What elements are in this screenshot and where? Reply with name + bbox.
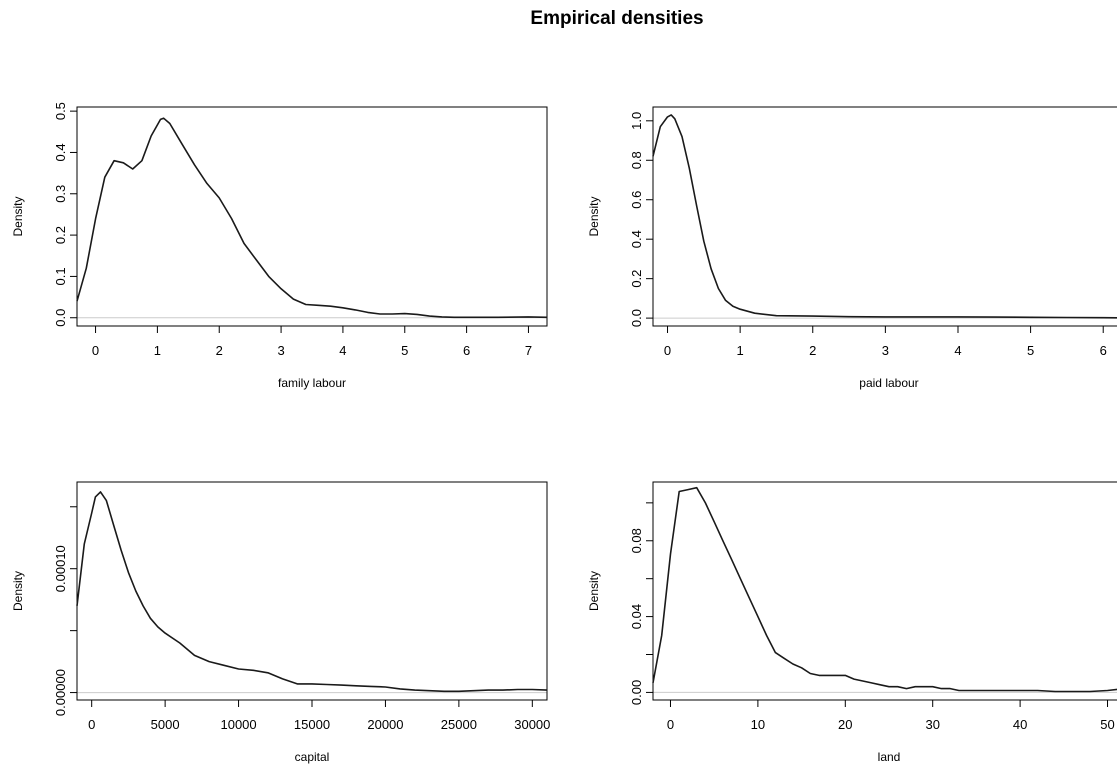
y-tick-label: 0.00 xyxy=(629,680,644,705)
x-tick-label: 50 xyxy=(1100,717,1114,732)
y-tick-label: 0.08 xyxy=(629,528,644,553)
x-tick-label: 20000 xyxy=(367,717,403,732)
y-tick-label: 0.4 xyxy=(53,143,68,161)
plot-frame xyxy=(76,481,548,701)
y-tick-label: 0.2 xyxy=(629,270,644,288)
x-tick-label: 30 xyxy=(925,717,939,732)
x-tick-label: 0 xyxy=(92,343,99,358)
x-tick-label: 1 xyxy=(154,343,161,358)
y-tick-label: 0.0 xyxy=(629,309,644,327)
x-tick-label: 30000 xyxy=(514,717,550,732)
density-curve xyxy=(76,491,548,693)
x-tick-label: 1 xyxy=(737,343,744,358)
plot-frame xyxy=(652,106,1117,327)
density-curve xyxy=(652,486,1117,693)
x-tick-label: 4 xyxy=(339,343,346,358)
plot-frame xyxy=(652,481,1117,701)
x-tick-label: 3 xyxy=(882,343,889,358)
x-tick-label: 2 xyxy=(216,343,223,358)
chart-title: Empirical densities xyxy=(530,8,704,29)
x-tick-label: 2 xyxy=(809,343,816,358)
x-tick-label: 3 xyxy=(277,343,284,358)
plot-frame xyxy=(76,106,548,327)
x-axis-label: capital xyxy=(295,750,330,764)
x-tick-label: 0 xyxy=(88,717,95,732)
y-axis-label: Density xyxy=(587,571,601,611)
density-curve xyxy=(76,117,548,319)
y-axis-label: Density xyxy=(11,196,25,236)
x-tick-label: 0 xyxy=(664,343,671,358)
x-tick-label: 40 xyxy=(1013,717,1027,732)
y-tick-label: 0.04 xyxy=(629,604,644,629)
x-tick-label: 5 xyxy=(1027,343,1034,358)
y-tick-label: 0.4 xyxy=(629,230,644,248)
x-tick-label: 15000 xyxy=(294,717,330,732)
y-axis-label: Density xyxy=(11,571,25,611)
x-tick-label: 6 xyxy=(463,343,470,358)
y-tick-label: 0.00000 xyxy=(53,669,68,716)
x-axis-label: paid labour xyxy=(859,376,918,390)
x-tick-label: 25000 xyxy=(441,717,477,732)
x-axis-label: family labour xyxy=(278,376,346,390)
x-axis-label: land xyxy=(878,750,901,764)
x-tick-label: 0 xyxy=(667,717,674,732)
x-tick-label: 10000 xyxy=(220,717,256,732)
y-axis-label: Density xyxy=(587,196,601,236)
y-tick-label: 0.2 xyxy=(53,226,68,244)
y-tick-label: 0.5 xyxy=(53,102,68,120)
y-tick-label: 0.3 xyxy=(53,185,68,203)
y-tick-label: 0.00010 xyxy=(53,545,68,592)
x-tick-label: 6 xyxy=(1100,343,1107,358)
x-tick-label: 7 xyxy=(525,343,532,358)
y-tick-label: 0.8 xyxy=(629,151,644,169)
x-tick-label: 20 xyxy=(838,717,852,732)
x-tick-label: 4 xyxy=(954,343,961,358)
x-tick-label: 5000 xyxy=(151,717,180,732)
y-tick-label: 0.6 xyxy=(629,191,644,209)
density-curve xyxy=(652,114,1117,319)
y-tick-label: 1.0 xyxy=(629,112,644,130)
y-tick-label: 0.0 xyxy=(53,309,68,327)
x-tick-label: 5 xyxy=(401,343,408,358)
y-tick-label: 0.1 xyxy=(53,267,68,285)
x-tick-label: 10 xyxy=(751,717,765,732)
